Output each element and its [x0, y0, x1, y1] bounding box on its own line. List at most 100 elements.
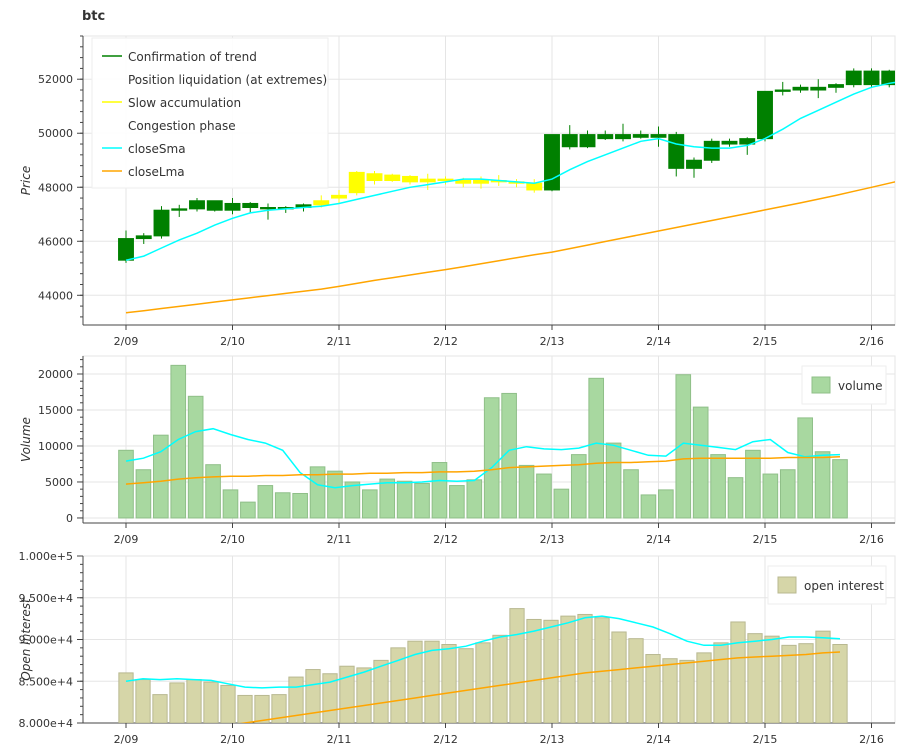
bar	[431, 462, 448, 519]
bar	[237, 694, 253, 723]
y-tick-label: 52000	[38, 73, 73, 86]
bar	[257, 485, 274, 519]
candle-body	[703, 140, 720, 161]
bar	[220, 684, 236, 723]
bar	[605, 442, 622, 519]
candle-body	[597, 134, 614, 140]
bar	[274, 492, 291, 519]
bar	[570, 454, 587, 519]
legend: open interest	[767, 565, 887, 605]
y-tick-label: 9.000e+4	[19, 634, 73, 647]
bar	[710, 454, 726, 519]
legend-label: Position liquidation (at extremes)	[128, 73, 327, 87]
y-tick-label: 8.000e+4	[19, 717, 73, 730]
bar	[518, 464, 535, 519]
bar	[745, 449, 761, 519]
candle-body	[348, 171, 365, 194]
candle-body	[366, 173, 383, 182]
bar	[658, 489, 674, 519]
y-tick-label: 20000	[38, 368, 73, 381]
bar	[441, 644, 457, 723]
candle-body	[863, 70, 880, 86]
bar	[628, 638, 644, 723]
series-line-closeLma	[239, 651, 841, 723]
bar	[187, 395, 204, 519]
candle-body	[526, 182, 543, 191]
bar	[373, 659, 389, 723]
bar	[152, 694, 168, 723]
bar	[379, 478, 396, 519]
x-tick-label: 2/13	[540, 335, 565, 348]
bar	[623, 469, 639, 519]
x-tick-label: 2/09	[114, 533, 139, 546]
bar	[407, 640, 423, 723]
legend-label: volume	[838, 379, 882, 393]
candle-body	[313, 200, 330, 206]
bar	[588, 377, 605, 519]
candle-body	[845, 70, 862, 86]
candle-body	[828, 84, 844, 88]
y-tick-label: 0	[66, 512, 73, 525]
x-tick-label: 2/14	[646, 335, 671, 348]
bar	[475, 642, 491, 723]
candle-body	[153, 209, 170, 237]
candle-body	[810, 86, 827, 91]
legend-swatch	[777, 576, 797, 594]
bar	[832, 459, 848, 519]
legend: Confirmation of trend Position liquidatio…	[91, 37, 329, 189]
candle-body	[473, 180, 489, 184]
candle-body	[419, 178, 436, 183]
y-tick-label: 5000	[45, 476, 73, 489]
x-tick-label: 2/10	[220, 335, 245, 348]
bar	[577, 613, 593, 723]
bar	[153, 434, 169, 519]
bar	[186, 679, 202, 723]
x-tick-label: 2/09	[114, 335, 139, 348]
bar	[762, 473, 779, 519]
candle-body	[721, 140, 738, 145]
bar	[222, 489, 239, 519]
y-tick-label: 10000	[38, 440, 73, 453]
bar	[492, 634, 508, 723]
bar	[692, 406, 709, 519]
panel-price: 2/09 2/10 2/11 2/12 2/13 2/14 2/15 2/16 44000 460…	[19, 35, 896, 348]
bar	[662, 658, 678, 723]
bar	[414, 482, 430, 519]
bar	[292, 492, 308, 519]
x-tick-label: 2/14	[646, 533, 671, 546]
bar	[170, 364, 187, 519]
bar	[356, 667, 372, 723]
bar	[526, 618, 542, 723]
bar	[798, 643, 814, 723]
candle-body	[437, 178, 454, 182]
series-line-closeLma	[125, 181, 895, 314]
candle-body	[561, 134, 578, 148]
bar	[466, 479, 483, 519]
bar	[645, 654, 661, 723]
legend-swatch	[811, 376, 831, 394]
x-tick-label: 2/16	[859, 335, 884, 348]
bar	[501, 392, 517, 519]
candle-body	[686, 159, 702, 169]
legend-box	[767, 565, 887, 605]
bar	[327, 470, 343, 519]
y-axis-label: Open Interest	[19, 597, 33, 681]
bar	[203, 681, 219, 723]
bar	[169, 682, 185, 723]
y-axis-label: Price	[19, 166, 33, 195]
candle-body	[118, 238, 134, 261]
bar	[254, 694, 270, 723]
bar	[730, 621, 746, 723]
candle-body	[189, 200, 205, 210]
bar	[713, 642, 729, 723]
y-tick-label: 44000	[38, 289, 73, 302]
y-tick-label: 9.500e+4	[19, 592, 73, 605]
candle-body	[242, 202, 259, 209]
x-tick-label: 2/16	[859, 533, 884, 546]
candle-body	[455, 180, 472, 184]
x-tick-label: 2/09	[114, 733, 139, 746]
bar	[747, 633, 763, 723]
y-tick-label: 1.000e+5	[19, 550, 73, 563]
candle-body	[757, 90, 773, 140]
